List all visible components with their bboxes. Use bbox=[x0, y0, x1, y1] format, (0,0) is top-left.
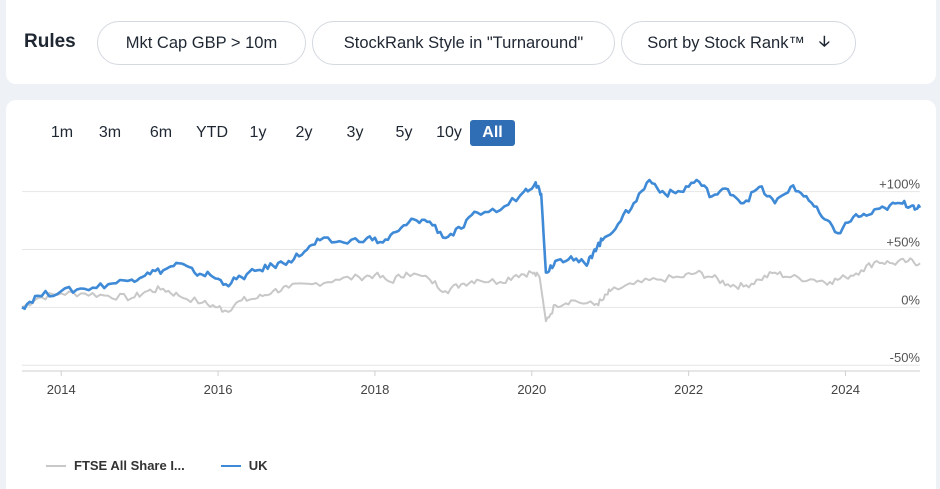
series-line-uk bbox=[21, 178, 922, 311]
range-selector: 1m 3m 6m YTD 1y 2y 3y 5y 10y All bbox=[40, 120, 515, 146]
legend-label: UK bbox=[248, 458, 268, 473]
chart-panel: +100% +50% 0% -50% 2014 2016 2018 2020 2022 2024 … bbox=[6, 100, 936, 489]
arrow-down-icon: 🡣 bbox=[818, 32, 830, 50]
range-button-6m[interactable]: 6m bbox=[149, 124, 173, 141]
legend-item-uk[interactable]: UK bbox=[220, 458, 268, 473]
range-button-3m[interactable]: 3m bbox=[98, 124, 122, 141]
chart-legend: FTSE All Share I... UK bbox=[46, 458, 304, 473]
x-tick-label: 2018 bbox=[360, 382, 389, 397]
x-tick-label: 2016 bbox=[204, 382, 233, 397]
legend-label: FTSE All Share I... bbox=[74, 458, 185, 473]
range-button-5y[interactable]: 5y bbox=[395, 124, 413, 141]
y-tick-label: -50% bbox=[890, 350, 921, 365]
sort-label: Sort by Stock Rank™ bbox=[647, 33, 805, 52]
sort-button[interactable]: Sort by Stock Rank™ 🡣 bbox=[621, 21, 856, 65]
range-button-ytd[interactable]: YTD bbox=[196, 124, 228, 141]
y-tick-label: +100% bbox=[879, 177, 920, 192]
range-button-all[interactable]: All bbox=[470, 120, 515, 146]
legend-swatch bbox=[220, 464, 241, 467]
x-tick-label: 2014 bbox=[47, 382, 76, 397]
x-tick-label: 2022 bbox=[674, 382, 703, 397]
y-tick-label: +50% bbox=[886, 234, 920, 249]
rules-panel: Rules Mkt Cap GBP > 10m StockRank Style … bbox=[6, 0, 936, 84]
series-line-ftse-all-share bbox=[21, 257, 921, 323]
filter-pill-stockrank-style[interactable]: StockRank Style in "Turnaround" bbox=[312, 21, 615, 65]
legend-swatch bbox=[46, 464, 66, 467]
legend-item-ftse-all-share[interactable]: FTSE All Share I... bbox=[46, 458, 185, 473]
x-tick-label: 2020 bbox=[517, 382, 546, 397]
x-tick-label: 2024 bbox=[831, 382, 860, 397]
range-button-1y[interactable]: 1y bbox=[249, 124, 267, 141]
filter-pill-mkt-cap[interactable]: Mkt Cap GBP > 10m bbox=[97, 21, 306, 65]
performance-chart: +100% +50% 0% -50% 2014 2016 2018 2020 2022 2024 bbox=[21, 177, 922, 397]
range-button-2y[interactable]: 2y bbox=[295, 124, 313, 141]
rules-label: Rules bbox=[24, 31, 76, 52]
range-button-1m[interactable]: 1m bbox=[50, 124, 74, 141]
range-button-10y[interactable]: 10y bbox=[436, 124, 462, 141]
range-button-3y[interactable]: 3y bbox=[346, 124, 364, 141]
y-tick-label: 0% bbox=[901, 292, 920, 307]
